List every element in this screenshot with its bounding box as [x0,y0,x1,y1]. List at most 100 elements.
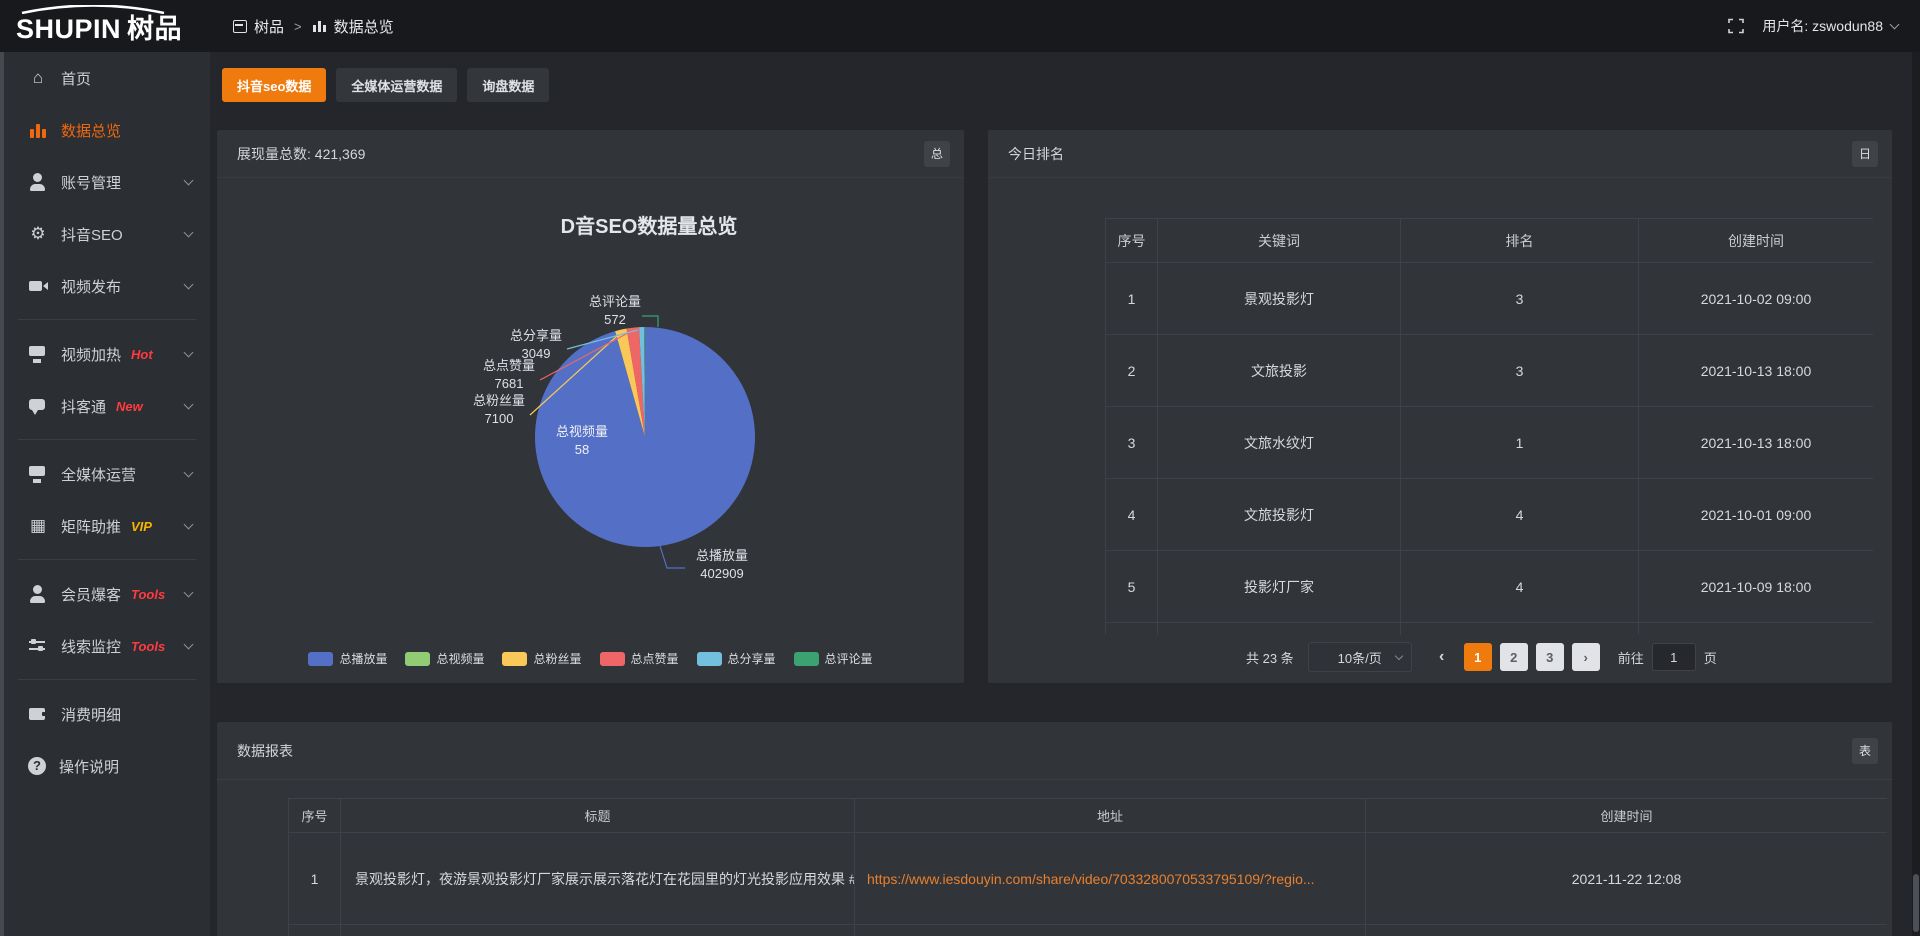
title-cell: 景观投影灯，夜游景观投影灯厂家展示展示落花灯在花园里的灯光投影应用效果 # [340,832,855,925]
sidebar-item-matrix-boost[interactable]: ▦ 矩阵助推 VIP [0,500,210,552]
breadcrumb: 树品 > 数据总览 [232,0,394,52]
bar-chart-icon [28,121,48,139]
legend-label: 总分享量 [727,652,776,666]
cell [854,924,1366,936]
pie-slice-5[interactable] [644,326,645,437]
table-row: 2 文旅投影 3 2021-10-13 18:00 [1105,334,1873,407]
cell: 文旅投影 [1157,334,1401,407]
sidebar-scrollbar[interactable] [0,52,4,936]
pagination: 共 23 条 10条/页 ‹ 123 › 前往 页 [1246,642,1717,672]
legend-item[interactable]: 总分享量 [696,650,776,667]
table-mode-button[interactable]: 表 [1852,738,1878,764]
ranking-panel-title: 今日排名 [1008,146,1064,162]
gear-icon: ⚙ [30,224,46,243]
cell: 2021-10-01 09:00 [1638,478,1873,551]
total-mode-button[interactable]: 总 [924,141,950,167]
url-cell: https://www.iesdouyin.com/share/video/70… [854,832,1366,925]
sidebar-item-home[interactable]: ⌂ 首页 [0,52,210,104]
cell: 2 [1105,334,1158,407]
table-row-clipped [288,924,1887,936]
sidebar-divider [18,679,196,680]
table-row: 3 文旅水纹灯 1 2021-10-13 18:00 [1105,406,1873,479]
legend-item[interactable]: 总粉丝量 [502,650,582,667]
cell: 3 [1105,406,1158,479]
legend-swatch [405,651,431,666]
breadcrumb-current[interactable]: 数据总览 [333,18,394,36]
sidebar-item-data-overview[interactable]: 数据总览 [0,104,210,156]
tab-douyin-seo-data[interactable]: 抖音seo数据 [222,68,327,102]
sidebar-item-douyin-seo[interactable]: ⚙ 抖音SEO [0,208,210,260]
pie-slice-1[interactable] [615,331,645,437]
pie-slice-4[interactable] [639,327,645,437]
sidebar-item-clue-monitor[interactable]: 线索监控 Tools [0,620,210,672]
ranking-panel-header: 今日排名 日 [988,130,1892,178]
sidebar-item-account-manage[interactable]: 账号管理 [0,156,210,208]
sidebar-item-media-operation[interactable]: 全媒体运营 [0,448,210,500]
sidebar-item-video-heat[interactable]: 视频加热 Hot [0,328,210,380]
total-count: 共 23 条 [1246,650,1294,666]
sidebar-item-label: 视频加热 [61,346,122,364]
ranking-table: 序号 关键词 排名 创建时间 1 景观投影灯 3 2021-10-02 09:00 2 文旅投影 3… [1105,218,1873,635]
goto-page-input[interactable] [1651,643,1696,671]
page-button-2[interactable]: 2 [1499,643,1528,671]
pie-slice-0[interactable] [534,327,755,547]
sidebar-item-member-baoke[interactable]: 会员爆客 Tools [0,568,210,620]
fullscreen-icon[interactable] [1728,18,1745,34]
main-content: 抖音seo数据 全媒体运营数据 询盘数据 展现量总数: 421,369 总 D音SE… [210,52,1920,936]
legend-item[interactable]: 总播放量 [308,650,387,667]
legend-item[interactable]: 总点赞量 [599,650,679,667]
cell: 5 [1105,550,1158,623]
tab-inquiry-data[interactable]: 询盘数据 [467,68,550,102]
day-mode-button[interactable]: 日 [1852,141,1878,167]
page-button-1[interactable]: 1 [1463,643,1492,671]
page-button-3[interactable]: 3 [1535,643,1564,671]
sidebar-item-label: 消费明细 [61,706,122,724]
member-icon [28,585,48,603]
table-row-clipped [1105,622,1873,635]
sidebar-item-video-publish[interactable]: 视频发布 [0,260,210,312]
chevron-down-icon [1394,651,1403,661]
sidebar-item-douketong[interactable]: 抖客通 New [0,380,210,432]
tab-media-operation-data[interactable]: 全媒体运营数据 [336,68,458,102]
breadcrumb-separator: > [294,18,302,34]
ranking-panel: 今日排名 日 序号 关键词 排名 创建时间 1 景观投影灯 3 2021-10-02 09:0… [988,130,1892,683]
breadcrumb-root[interactable]: 树品 [254,18,285,36]
user-menu[interactable]: 用户名: zswodun88 [1762,16,1900,36]
chevron-down-icon [1889,19,1900,29]
column-header: 创建时间 [1365,798,1887,833]
pie-label: 总视频量 58 [556,424,608,457]
scrollbar-thumb[interactable] [1913,874,1919,932]
chevron-down-icon [183,639,194,650]
column-header: 序号 [1105,218,1158,263]
logo-arc-icon [21,5,165,14]
cell [1638,622,1873,635]
sidebar-item-instructions[interactable]: 操作说明 [0,740,210,792]
next-page-button[interactable]: › [1571,643,1600,671]
legend-swatch [696,651,722,666]
pie-slice-3[interactable] [626,327,645,437]
sidebar-item-expense-detail[interactable]: 消费明细 [0,688,210,740]
legend-item[interactable]: 总评论量 [793,650,873,667]
video-link[interactable]: https://www.iesdouyin.com/share/video/70… [867,870,1315,887]
sidebar-item-label: 会员爆客 [61,586,122,604]
legend-label: 总评论量 [824,652,873,666]
prev-page-button[interactable]: ‹ [1428,643,1456,671]
legend-item[interactable]: 总视频量 [405,650,484,667]
cell: 4 [1400,478,1639,551]
sidebar: ⌂ 首页 数据总览 账号管理 ⚙ 抖音SEO 视频发布视频加热 Hot 抖客通 New 全媒体运营 ▦… [0,52,210,936]
page-scrollbar[interactable] [1912,52,1920,936]
page-size-select[interactable]: 10条/页 [1307,642,1412,672]
report-table: 序号 标题 地址 创建时间 1 景观投影灯，夜游景观投影灯厂家展示展示落花灯在花园里的灯光… [288,798,1887,936]
monitor-icon [28,465,48,483]
label-leader-line [659,545,685,569]
sidebar-badge: Hot [131,346,153,362]
video-camera-icon [28,277,48,295]
sliders-icon [28,637,48,655]
page-size-value: 10条/页 [1337,650,1382,666]
cell [1105,622,1158,635]
sidebar-divider [18,559,196,560]
pie-slice-2[interactable] [615,328,645,437]
legend-label: 总粉丝量 [533,652,582,666]
